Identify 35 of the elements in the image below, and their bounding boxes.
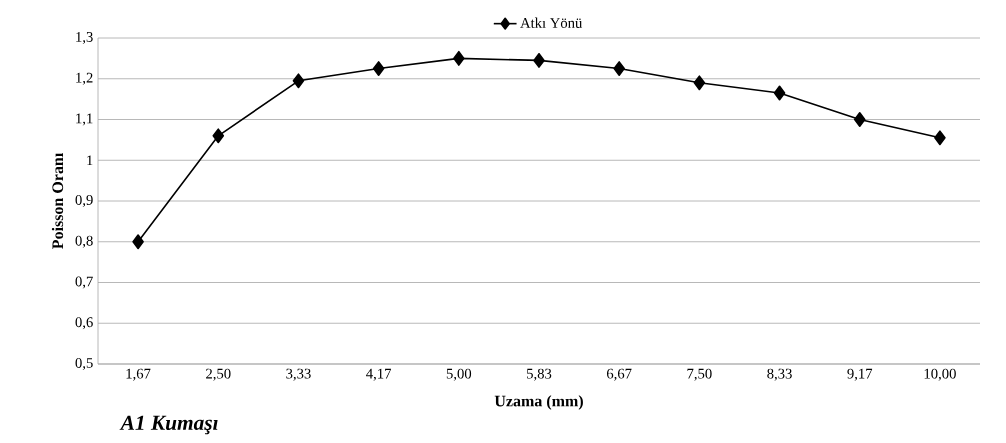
point: [533, 52, 545, 68]
point: [132, 234, 144, 250]
y-tick-label: 1,2: [76, 72, 93, 85]
x-tick-label: 1,67: [126, 368, 151, 381]
point: [372, 61, 385, 77]
text: A1 Kumaşı: [119, 415, 218, 435]
y-axis-title: Poisson Oranı: [51, 153, 64, 249]
x-tick-label: 6,67: [606, 368, 632, 381]
x-tick-label: 2,50: [206, 368, 231, 381]
point: [693, 75, 706, 91]
y-tick-label: 0,7: [75, 276, 93, 289]
y-tick-label: 0,5: [75, 358, 93, 371]
x-tick-label: 5,00: [446, 368, 472, 381]
point: [934, 130, 946, 146]
y-tick-label: 0,8: [75, 235, 93, 248]
x-tick-label: 10,00: [924, 368, 956, 381]
x-tick-label: 8,33: [767, 368, 792, 381]
x-tick-label: 7,50: [687, 368, 712, 381]
legend-label: Atkı Yönü: [520, 17, 583, 28]
y-tick-label: 1,3: [76, 32, 93, 44]
point: [773, 85, 786, 101]
point: [453, 50, 465, 66]
y-tick-label: 0,6: [75, 317, 93, 330]
y-tick-label: 0,9: [75, 195, 93, 208]
point: [613, 61, 625, 77]
x-tick-label: 3,33: [286, 368, 311, 381]
y-tick-label: 1,1: [76, 113, 93, 126]
point: [212, 128, 225, 144]
x-tick-label: 9,17: [847, 368, 873, 381]
x-tick-label: 4,17: [366, 368, 392, 381]
y-tick-label: 1: [87, 155, 93, 166]
x-tick-label: 5,83: [527, 368, 552, 381]
point: [292, 73, 305, 89]
point: [853, 112, 866, 127]
x-axis-title: Uzama (mm): [494, 395, 583, 410]
